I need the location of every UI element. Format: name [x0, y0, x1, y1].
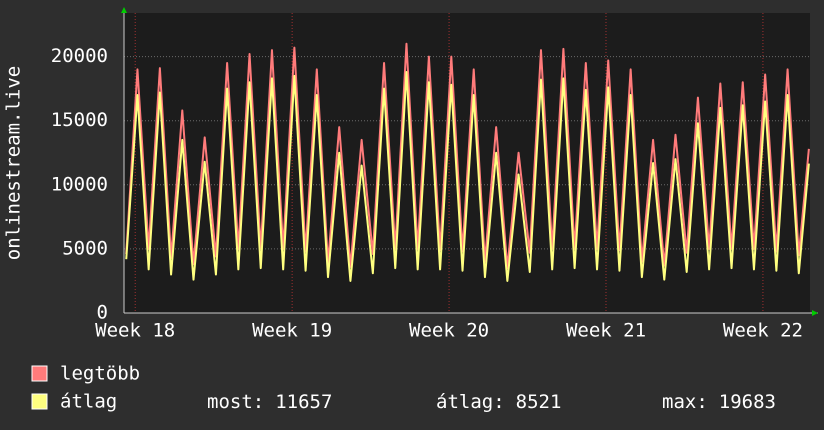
stat-label: max:	[662, 391, 708, 413]
legend-swatch	[31, 393, 48, 410]
y-axis-label: onlinestream.live	[3, 66, 25, 260]
y-tick-label: 10000	[51, 173, 108, 195]
y-tick-label: 15000	[51, 109, 108, 131]
stat-value: 11657	[275, 391, 332, 413]
series-line	[125, 70, 810, 282]
stat: most: 11657	[207, 391, 332, 413]
x-tick-label: Week 21	[566, 320, 646, 342]
axis-arrow	[812, 310, 818, 316]
stat-label: most:	[207, 391, 264, 413]
legend-label: legtöbb	[60, 363, 140, 385]
x-tick-label: Week 19	[252, 320, 332, 342]
x-tick-label: Week 22	[723, 320, 803, 342]
stat: átlag: 8521	[436, 391, 561, 413]
legend: legtöbb átlag most: 11657 átlag: 8521 max: 1968…	[31, 363, 776, 413]
stat-label: átlag:	[436, 391, 505, 413]
y-tick-label: 20000	[51, 45, 108, 67]
axis-arrow	[121, 7, 127, 13]
legend-swatch	[31, 365, 48, 382]
y-tick-label: 5000	[62, 237, 108, 259]
stat: max: 19683	[662, 391, 776, 413]
x-tick-label: Week 18	[95, 320, 175, 342]
stat-value: 8521	[516, 391, 562, 413]
y-tick-label: 0	[97, 302, 108, 324]
x-tick-label: Week 20	[409, 320, 489, 342]
legend-label: átlag	[60, 391, 117, 413]
stat-value: 19683	[719, 391, 776, 413]
series-line	[125, 42, 810, 270]
